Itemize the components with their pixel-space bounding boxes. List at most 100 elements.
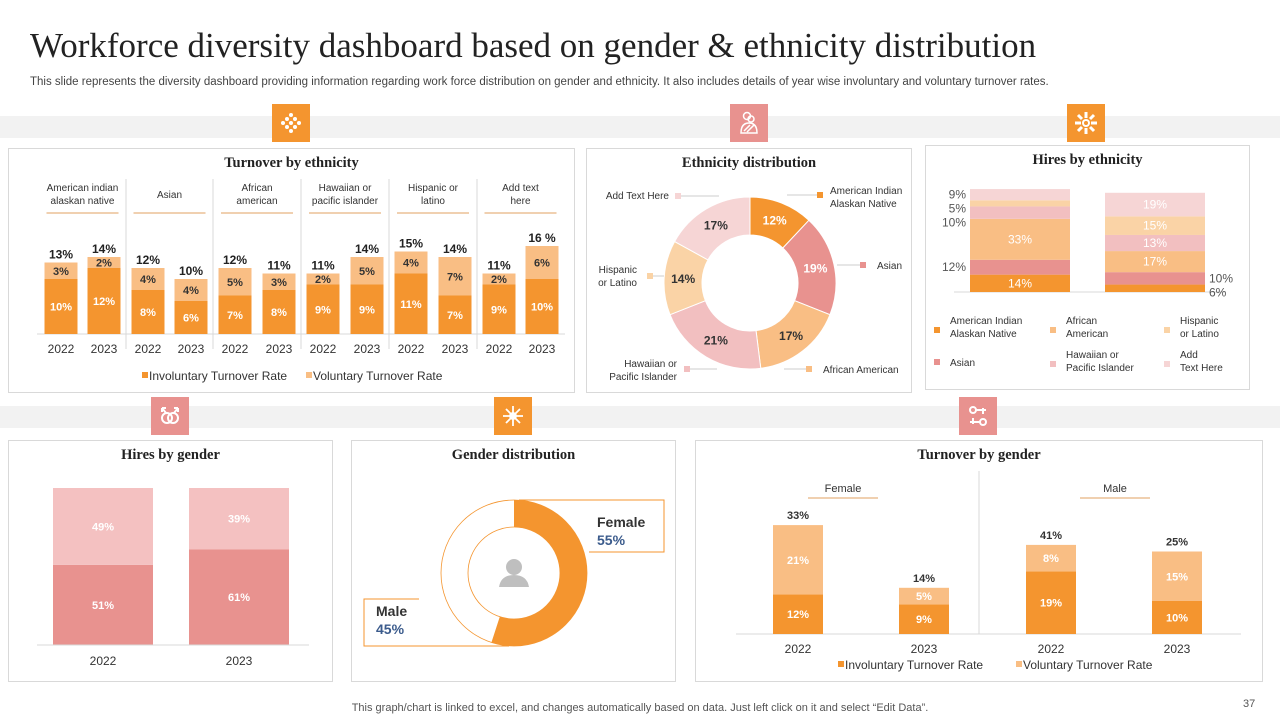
- data-label: 5%: [916, 591, 932, 603]
- total-label: 14%: [443, 242, 467, 256]
- turnover-by-ethnicity-chart: American indian alaskan native Asian Africa…: [37, 179, 565, 383]
- legend-label: African: [1066, 316, 1097, 327]
- group-label: Hawaiian or: [319, 183, 372, 194]
- legend-swatch: [860, 262, 866, 268]
- bar-segment: [1105, 234, 1205, 252]
- bar-segment: [53, 564, 153, 645]
- group-label: Add text: [502, 183, 539, 194]
- data-label: 9%: [359, 304, 375, 316]
- legend-swatch: [934, 359, 940, 365]
- chart-title: Ethnicity distribution: [681, 155, 817, 171]
- hires-by-gender-chart: 51% 49% 2022 61% 39% 2023: [37, 488, 309, 668]
- bar-segment: [1105, 216, 1205, 235]
- data-label: 7%: [447, 310, 463, 322]
- page-subtitle: This slide represents the diversity dash…: [30, 76, 1049, 88]
- legend-swatch: [1016, 661, 1022, 667]
- data-label: 5%: [227, 277, 243, 289]
- connection-icon: [959, 397, 997, 435]
- data-label: 2%: [491, 274, 507, 286]
- legend-swatch: [1050, 327, 1056, 333]
- data-label: 3%: [53, 266, 69, 278]
- data-label: 6%: [183, 313, 199, 325]
- x-tick-label: 2023: [226, 654, 253, 668]
- bar-segment: [350, 284, 384, 334]
- bar-segment: [306, 273, 340, 285]
- data-label: 10%: [531, 302, 553, 314]
- page-title: Workforce diversity dashboard based on g…: [30, 26, 1037, 65]
- legend-label: American Indian: [950, 316, 1022, 327]
- data-label: 33%: [1008, 232, 1032, 246]
- turnover-by-ethnicity-panel: Turnover by ethnicity American indian ala…: [8, 148, 575, 393]
- bar-segment: [1152, 601, 1202, 634]
- bar-segment: [438, 257, 472, 296]
- bar-segment: [1026, 544, 1076, 572]
- group-label: alaskan native: [51, 196, 115, 207]
- x-tick-label: 2023: [1164, 642, 1191, 656]
- bar-segment: [87, 268, 121, 334]
- bar-segment: [525, 246, 559, 279]
- bar-segment: [773, 594, 823, 634]
- bar-segment: [773, 525, 823, 595]
- legend-label: Text Here: [1180, 363, 1223, 374]
- data-label: 4%: [403, 258, 419, 270]
- legend-swatch: [817, 192, 823, 198]
- legend-swatch: [1050, 361, 1056, 367]
- total-label: 14%: [355, 242, 379, 256]
- bar-segment: [899, 604, 949, 634]
- data-label: 9%: [916, 614, 932, 626]
- data-label: 39%: [228, 514, 250, 526]
- total-label: 13%: [49, 248, 73, 262]
- x-tick-label: 2022: [486, 342, 513, 356]
- x-tick-label: 2023: [529, 342, 556, 356]
- data-label: 17%: [1143, 255, 1167, 269]
- total-label: 11%: [311, 259, 335, 273]
- callout-line: [519, 499, 665, 553]
- slice-label: Asian: [877, 261, 902, 272]
- snowflake-icon: [494, 397, 532, 435]
- network-icon: [272, 104, 310, 142]
- chart-title: Hires by ethnicity: [1032, 152, 1143, 168]
- total-label: 41%: [1040, 530, 1062, 542]
- data-label: 10%: [50, 302, 72, 314]
- chart-title: Hires by gender: [121, 447, 220, 463]
- data-label: 4%: [183, 285, 199, 297]
- total-label: 14%: [92, 242, 116, 256]
- legend-label: or Latino: [1180, 329, 1219, 340]
- data-label: 14%: [1008, 276, 1032, 290]
- data-label: 10%: [1166, 613, 1188, 625]
- data-label: 11%: [400, 299, 422, 311]
- data-label: 8%: [140, 307, 156, 319]
- bar-segment: [970, 206, 1070, 219]
- legend-swatch: [684, 366, 690, 372]
- slice-label: Alaskan Native: [830, 199, 897, 210]
- bar-segment: [970, 218, 1070, 260]
- data-label: 4%: [140, 274, 156, 286]
- group-label: American indian: [47, 183, 119, 194]
- data-label: 6%: [1209, 285, 1227, 299]
- bar-segment: [1026, 571, 1076, 634]
- legend-label: Add: [1180, 350, 1198, 361]
- donut-slice: [673, 196, 751, 261]
- group-label: here: [510, 196, 530, 207]
- gender-icon: [151, 397, 189, 435]
- legend-swatch: [142, 372, 148, 378]
- group-label: latino: [421, 196, 445, 207]
- legend-swatch: [647, 273, 653, 279]
- bar-segment: [189, 488, 289, 550]
- group-label: Asian: [157, 190, 182, 201]
- legend-swatch: [934, 327, 940, 333]
- x-tick-label: 2023: [911, 642, 938, 656]
- data-label: 8%: [1043, 553, 1059, 565]
- data-label: 9%: [491, 304, 507, 316]
- x-tick-label: 2023: [354, 342, 381, 356]
- legend-label: Voluntary Turnover Rate: [1023, 658, 1153, 672]
- legend-swatch: [675, 193, 681, 199]
- slice-label: or Latino: [598, 278, 637, 289]
- slice-label: African American: [823, 365, 899, 376]
- chart-title: Gender distribution: [451, 447, 576, 463]
- data-label: 9%: [315, 304, 331, 316]
- bar-segment: [174, 301, 208, 334]
- hires-by-ethnicity-panel: Hires by ethnicity 14% 33% 9% 5% 10% 12% 17% 13…: [925, 145, 1250, 390]
- data-label: 15%: [1143, 219, 1167, 233]
- chart-title: Turnover by ethnicity: [224, 155, 359, 171]
